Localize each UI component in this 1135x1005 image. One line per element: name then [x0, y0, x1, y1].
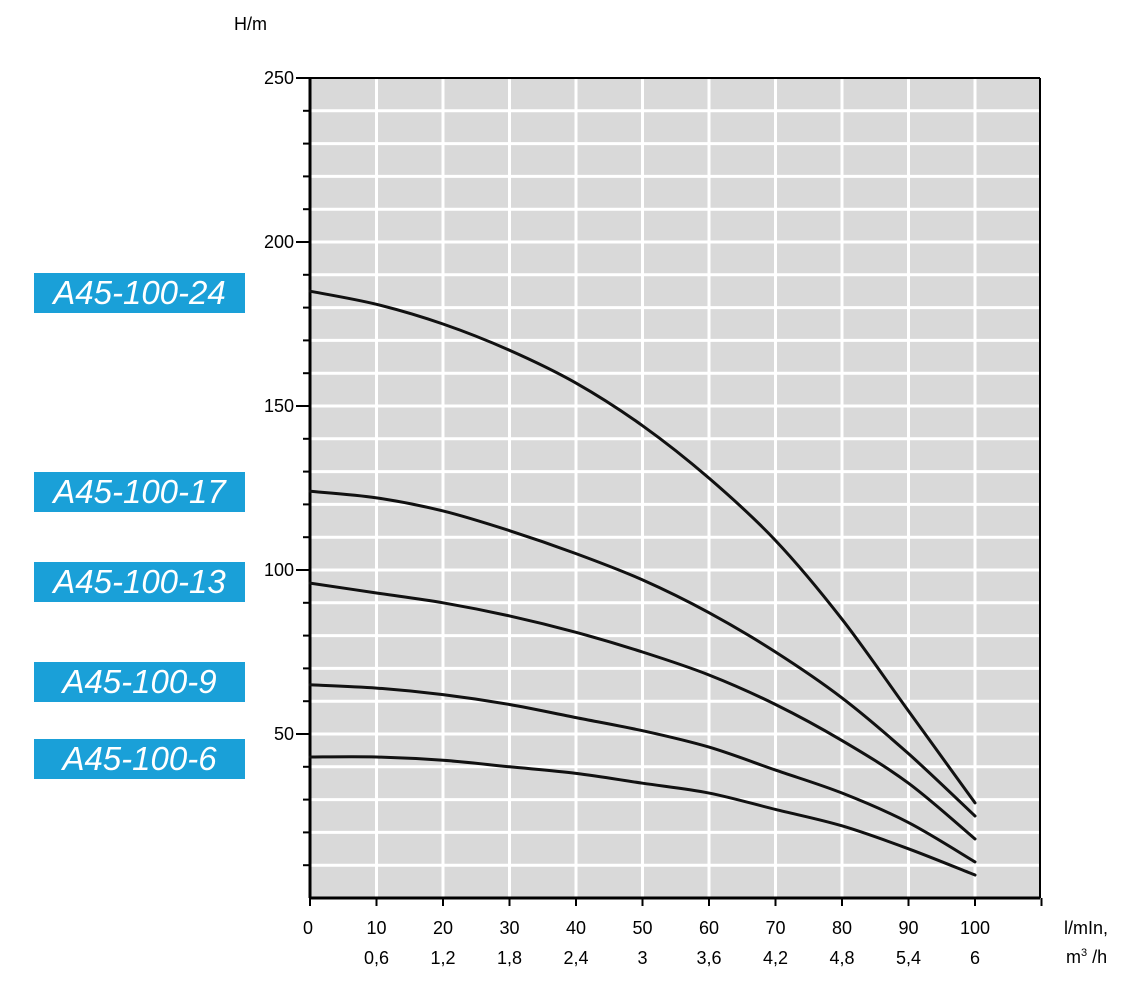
y-tick-label: 200: [264, 232, 294, 252]
x-tick-label-secondary: 6: [970, 948, 980, 968]
axes: [296, 77, 1043, 906]
series-line-a45-100-9: [308, 683, 977, 864]
x-axis-unit-sup: 3: [1081, 947, 1088, 959]
series-line-a45-100-13: [308, 581, 977, 841]
tick-labels: 50 100 150 200 250 0 10 20 30 40 50 60 70 80 90 100 0,6 1…: [264, 68, 990, 968]
x-tick-label-secondary: 4,2: [763, 948, 788, 968]
series-label-a45-100-24: A45-100-24: [34, 273, 245, 313]
grid-lines: [310, 78, 1040, 898]
series-line-a45-100-6: [308, 755, 977, 877]
x-tick-label-secondary: 0,6: [364, 948, 389, 968]
x-tick-label-secondary: 1,8: [497, 948, 522, 968]
y-tick-label: 150: [264, 396, 294, 416]
series-label-a45-100-9: A45-100-9: [34, 662, 245, 702]
y-axis-unit-label: H/m: [234, 14, 267, 34]
x-tick-label: 10: [366, 918, 386, 938]
x-tick-label-secondary: 5,4: [896, 948, 921, 968]
x-tick-label-secondary: 4,8: [829, 948, 854, 968]
x-tick-label-secondary: 1,2: [430, 948, 455, 968]
x-tick-label: 50: [632, 918, 652, 938]
x-tick-label: 0: [303, 918, 313, 938]
y-tick-label: 100: [264, 560, 294, 580]
series-label-a45-100-13: A45-100-13: [34, 562, 245, 602]
x-tick-label: 30: [499, 918, 519, 938]
x-axis-unit-label-1: l/mIn,: [1064, 918, 1109, 938]
x-tick-label: 60: [699, 918, 719, 938]
x-axis-unit-label-2: m3 /h: [1066, 947, 1107, 968]
y-tick-label: 50: [274, 724, 294, 744]
x-tick-label: 80: [832, 918, 852, 938]
series-line-a45-100-24: [308, 289, 977, 805]
series-label-a45-100-6: A45-100-6: [34, 739, 245, 779]
x-axis-unit-m: m: [1066, 947, 1081, 967]
x-tick-label-secondary: 2,4: [563, 948, 588, 968]
x-tick-label: 100: [960, 918, 990, 938]
x-tick-label-secondary: 3,6: [696, 948, 721, 968]
x-tick-label: 40: [566, 918, 586, 938]
series-line-a45-100-17: [308, 489, 977, 818]
x-tick-label: 90: [898, 918, 918, 938]
series-label-a45-100-17: A45-100-17: [34, 472, 245, 512]
x-tick-label: 20: [433, 918, 453, 938]
x-tick-label-secondary: 3: [637, 948, 647, 968]
x-tick-label: 70: [765, 918, 785, 938]
x-axis-unit-h: /h: [1087, 947, 1108, 967]
y-tick-label: 250: [264, 68, 294, 88]
series-lines: [308, 289, 977, 877]
